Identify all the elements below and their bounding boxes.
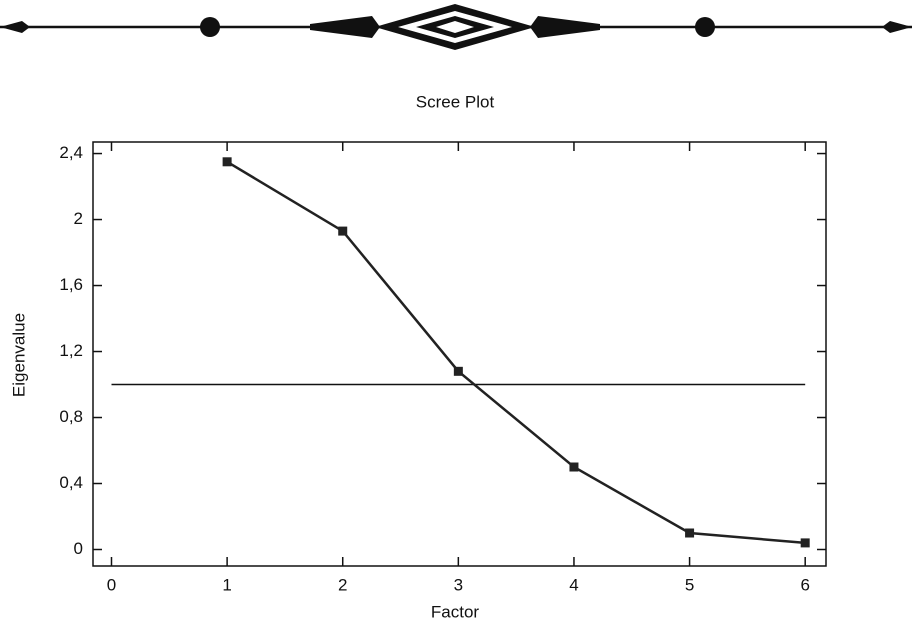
x-tick-label: 3 xyxy=(454,575,463,594)
x-tick-label: 0 xyxy=(107,575,116,594)
data-point xyxy=(454,367,463,376)
y-tick-label: 1,6 xyxy=(59,275,83,294)
y-tick-label: 1,2 xyxy=(59,341,83,360)
data-line xyxy=(227,162,805,543)
y-tick-label: 2,4 xyxy=(59,143,83,162)
data-point xyxy=(569,463,578,472)
x-tick-label: 5 xyxy=(685,575,694,594)
x-tick-label: 1 xyxy=(222,575,231,594)
x-tick-label: 2 xyxy=(338,575,347,594)
x-axis-label: Factor xyxy=(431,602,480,621)
y-tick-label: 0,4 xyxy=(59,473,83,492)
plot-frame xyxy=(93,142,826,566)
y-tick-label: 0 xyxy=(74,539,83,558)
data-point xyxy=(223,157,232,166)
y-tick-label: 0,8 xyxy=(59,407,83,426)
data-point xyxy=(801,538,810,547)
x-tick-label: 6 xyxy=(800,575,809,594)
data-point xyxy=(685,529,694,538)
y-axis-label: Eigenvalue xyxy=(9,313,28,397)
page: {"chart_data": { "type": "line", "title"… xyxy=(0,0,912,624)
chart: Scree Plot Factor Eigenvalue 0 0,4 0,8 1,2 1… xyxy=(0,0,912,624)
data-point xyxy=(338,227,347,236)
divider-ornament xyxy=(0,4,912,50)
x-tick-label: 4 xyxy=(569,575,578,594)
chart-title: Scree Plot xyxy=(416,92,495,111)
y-tick-label: 2 xyxy=(74,209,83,228)
